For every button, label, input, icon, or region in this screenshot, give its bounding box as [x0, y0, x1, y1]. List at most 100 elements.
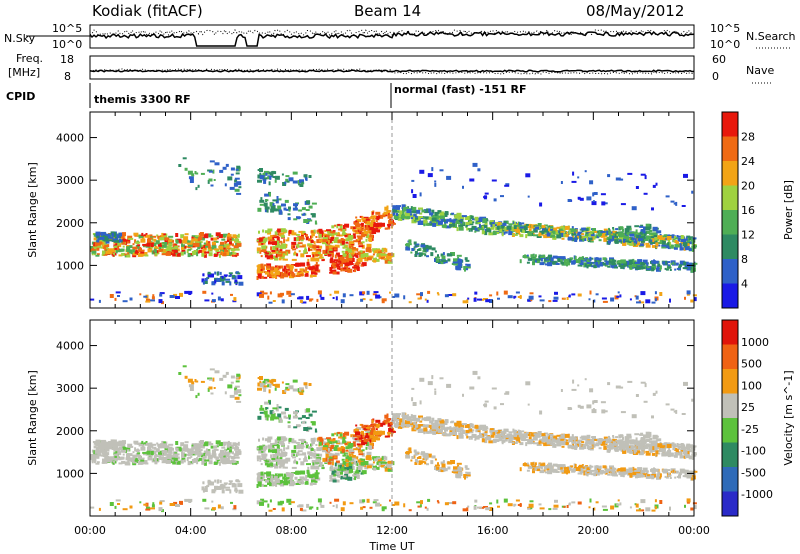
range-cell [673, 454, 678, 458]
range-cell [290, 293, 295, 296]
range-cell [234, 279, 238, 283]
range-cell [646, 266, 650, 269]
range-cell [276, 247, 279, 251]
range-cell [137, 442, 139, 445]
range-cell [688, 236, 693, 241]
range-cell [533, 229, 538, 233]
range-cell [593, 264, 597, 269]
range-cell [341, 250, 345, 253]
range-cell [406, 451, 412, 454]
range-cell [187, 243, 193, 247]
range-cell [266, 471, 272, 476]
range-cell [442, 252, 445, 256]
range-cell [358, 453, 364, 456]
range-cell [489, 220, 492, 225]
range-cell [572, 171, 575, 176]
range-cell [205, 448, 208, 452]
range-cell [260, 269, 263, 272]
range-cell [156, 442, 159, 445]
range-cell [342, 433, 345, 437]
range-cell [627, 260, 630, 265]
range-cell [179, 292, 183, 297]
power-scatter [90, 112, 698, 308]
range-cell [158, 457, 162, 460]
range-cell [316, 246, 320, 249]
range-cell [210, 237, 216, 241]
range-cell [665, 268, 669, 271]
range-cell [453, 471, 459, 474]
range-cell [426, 255, 429, 258]
range-cell [190, 462, 194, 465]
range-cell [264, 253, 268, 258]
range-cell [356, 219, 362, 223]
range-cell [377, 251, 382, 255]
range-cell [355, 227, 361, 230]
range-cell [414, 462, 418, 465]
range-cell [304, 233, 307, 235]
range-cell [153, 238, 157, 242]
range-cell [261, 275, 264, 279]
range-cell [168, 235, 174, 238]
range-cell [311, 251, 316, 255]
range-cell [256, 477, 261, 482]
range-cell [413, 241, 417, 245]
range-cell [261, 457, 267, 460]
range-cell [301, 207, 306, 211]
range-cell [478, 432, 481, 436]
range-cell [100, 448, 106, 452]
range-cell [369, 234, 374, 239]
range-cell [368, 226, 373, 231]
range-cell [147, 237, 153, 240]
range-cell [138, 442, 141, 447]
range-cell [220, 277, 224, 282]
range-cell [339, 225, 343, 229]
range-cell [277, 205, 282, 210]
range-cell [683, 244, 687, 248]
range-cell [269, 239, 275, 242]
range-cell [443, 218, 446, 222]
range-cell [290, 268, 294, 271]
range-cell [187, 240, 193, 244]
range-cell [566, 234, 569, 238]
range-cell [347, 466, 353, 469]
range-cell [214, 162, 220, 166]
range-cell [369, 298, 373, 301]
range-cell [273, 464, 275, 466]
range-cell [222, 460, 227, 465]
range-cell [355, 428, 358, 431]
range-cell [144, 442, 150, 446]
range-cell [489, 428, 492, 433]
range-cell [551, 230, 556, 235]
range-cell [330, 477, 336, 481]
range-cell [327, 253, 332, 257]
range-cell [198, 457, 202, 461]
range-cell [272, 407, 278, 410]
range-cell [163, 457, 168, 460]
range-cell [535, 258, 541, 261]
range-cell [303, 427, 309, 431]
range-cell [109, 447, 115, 450]
range-cell [120, 232, 123, 237]
range-cell [220, 449, 224, 454]
range-cell [388, 225, 391, 229]
range-cell [383, 419, 388, 422]
range-cell [299, 268, 305, 272]
range-cell [357, 251, 361, 255]
range-cell [297, 297, 302, 300]
range-cell [278, 417, 282, 420]
range-cell [152, 294, 155, 298]
range-cell [477, 168, 481, 172]
range-cell [452, 222, 456, 227]
range-cell [201, 486, 205, 491]
range-cell [440, 253, 444, 257]
range-cell [454, 427, 459, 431]
range-cell [466, 299, 469, 304]
range-cell [524, 231, 530, 233]
range-cell [315, 461, 320, 464]
range-cell [369, 463, 374, 467]
range-cell [449, 224, 452, 227]
range-cell [371, 231, 377, 234]
range-cell [410, 459, 413, 462]
range-cell [236, 192, 242, 195]
range-cell [272, 246, 278, 250]
